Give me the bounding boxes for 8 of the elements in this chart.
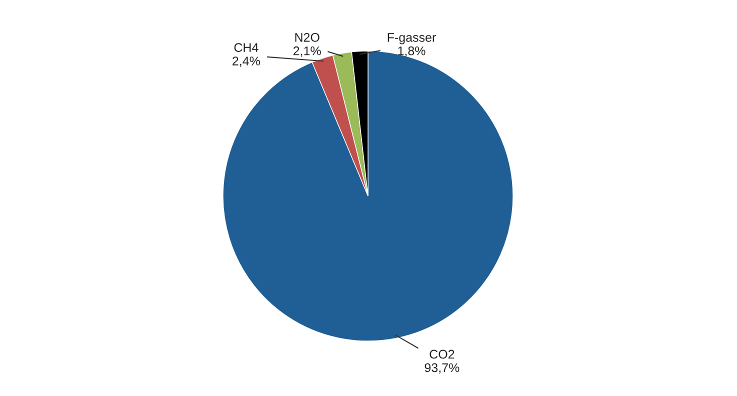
slice-label: N2O	[295, 32, 320, 42]
slice-label: CO2	[430, 350, 454, 359]
slice-label: CH4	[234, 43, 258, 52]
data-label: 2,1%	[293, 46, 321, 57]
slice-label: F-gasser	[388, 33, 436, 44]
data-label: 1,8%	[398, 46, 426, 57]
data-label: 2,4%	[232, 56, 260, 67]
data-label: 93,7%	[424, 363, 460, 374]
